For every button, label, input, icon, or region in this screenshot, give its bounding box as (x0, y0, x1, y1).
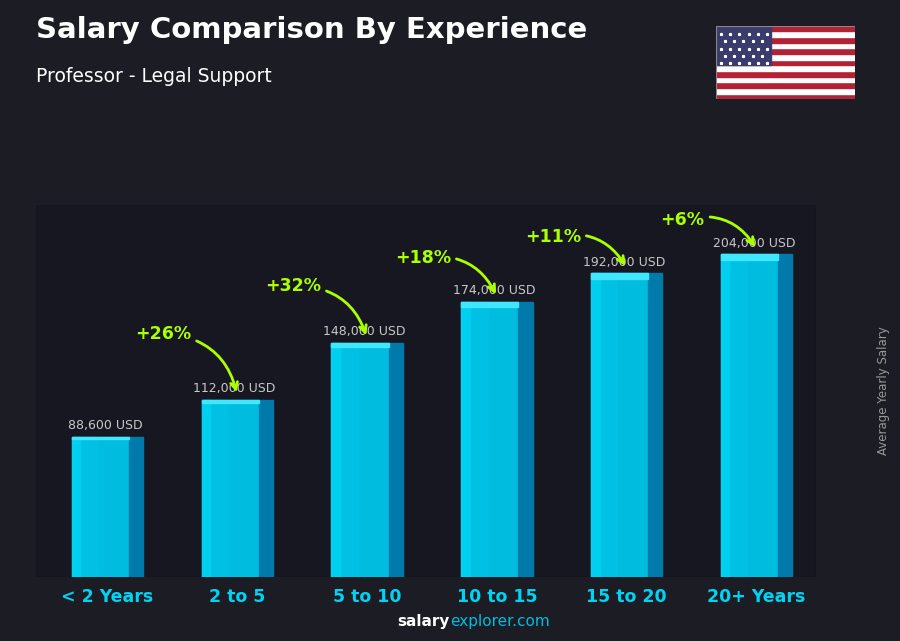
Bar (461, 302, 518, 577)
Bar (331, 343, 389, 577)
Bar (648, 273, 662, 577)
Text: +26%: +26% (135, 325, 238, 389)
Text: 148,000 USD: 148,000 USD (323, 325, 406, 338)
Bar (461, 302, 518, 306)
Bar (72, 437, 80, 577)
Bar (80, 437, 98, 577)
Bar (716, 82, 855, 88)
Text: 174,000 USD: 174,000 USD (453, 284, 536, 297)
Bar (258, 400, 273, 577)
Bar (129, 437, 143, 577)
Bar (389, 343, 403, 577)
Text: 88,600 USD: 88,600 USD (68, 419, 142, 432)
Bar (716, 31, 855, 37)
Text: explorer.com: explorer.com (450, 615, 550, 629)
Bar (599, 273, 617, 577)
Bar (716, 48, 855, 54)
Bar (716, 37, 855, 43)
Bar (202, 400, 258, 577)
Bar (716, 71, 855, 77)
Bar (716, 94, 855, 99)
Bar (721, 254, 778, 260)
Bar (72, 437, 129, 577)
Bar (591, 273, 648, 279)
Bar (518, 302, 533, 577)
Text: +6%: +6% (661, 211, 753, 244)
Bar (716, 77, 855, 82)
Text: +18%: +18% (395, 249, 494, 292)
Bar (716, 26, 771, 65)
Text: Salary Comparison By Experience: Salary Comparison By Experience (36, 16, 587, 44)
Bar (721, 254, 778, 577)
Bar (591, 273, 599, 577)
Text: Average Yearly Salary: Average Yearly Salary (878, 327, 890, 455)
Bar (461, 302, 470, 577)
Bar (331, 343, 389, 347)
Bar (340, 343, 358, 577)
Bar (716, 43, 855, 48)
Bar (721, 254, 730, 577)
Bar (202, 400, 258, 403)
Bar (331, 343, 340, 577)
Bar (716, 88, 855, 94)
Bar (778, 254, 792, 577)
Text: +32%: +32% (266, 278, 366, 333)
Text: 204,000 USD: 204,000 USD (713, 237, 796, 250)
Bar (716, 26, 855, 31)
Bar (591, 273, 648, 577)
Bar (730, 254, 747, 577)
Text: Professor - Legal Support: Professor - Legal Support (36, 67, 272, 87)
Bar (210, 400, 228, 577)
Text: salary: salary (398, 615, 450, 629)
Bar (716, 54, 855, 60)
Bar (716, 60, 855, 65)
Bar (202, 400, 210, 577)
Bar (72, 437, 129, 439)
Text: +11%: +11% (525, 228, 624, 263)
Bar (716, 65, 855, 71)
Text: 112,000 USD: 112,000 USD (194, 382, 275, 395)
Text: 192,000 USD: 192,000 USD (583, 256, 665, 269)
Bar (470, 302, 488, 577)
